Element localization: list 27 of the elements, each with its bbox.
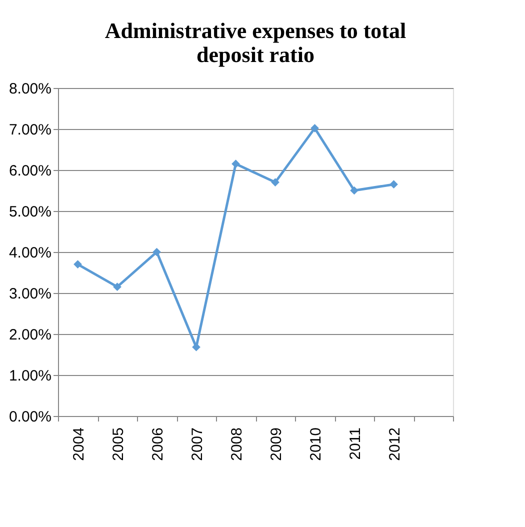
y-tick-label: 3.00%: [8, 286, 52, 302]
y-tick-label: 7.00%: [8, 122, 52, 138]
y-tick-label: 0.00%: [8, 408, 52, 426]
y-tick-label: 4.00%: [8, 244, 52, 262]
y-tick-label: 1.00%: [8, 368, 52, 384]
x-tick-label: 2010: [307, 428, 324, 461]
point: [232, 160, 240, 168]
x-tick-label: 2006: [149, 428, 166, 461]
y-tick-label: 2.00%: [8, 326, 52, 344]
y-tick-label: 8.00%: [8, 80, 52, 98]
x-tick-label: 2004: [70, 428, 88, 461]
y-tick-label: 5.00%: [8, 204, 52, 220]
point: [113, 282, 122, 292]
point: [390, 180, 398, 189]
point: [310, 124, 319, 132]
x-tick-label: 2012: [386, 428, 404, 461]
x-tick-label: 2008: [228, 428, 246, 461]
point: [152, 248, 161, 256]
point: [350, 186, 358, 195]
point: [74, 260, 82, 268]
point: [271, 178, 280, 186]
x-tick-label: 2007: [188, 428, 206, 461]
chart-title: Administrative expenses to total deposit ratio: [104, 18, 406, 67]
y-tick-label: 6.00%: [8, 162, 52, 180]
x-tick-label: 2005: [110, 428, 127, 461]
x-tick-label: 2011: [346, 428, 364, 460]
x-tick-label: 2009: [268, 428, 285, 461]
